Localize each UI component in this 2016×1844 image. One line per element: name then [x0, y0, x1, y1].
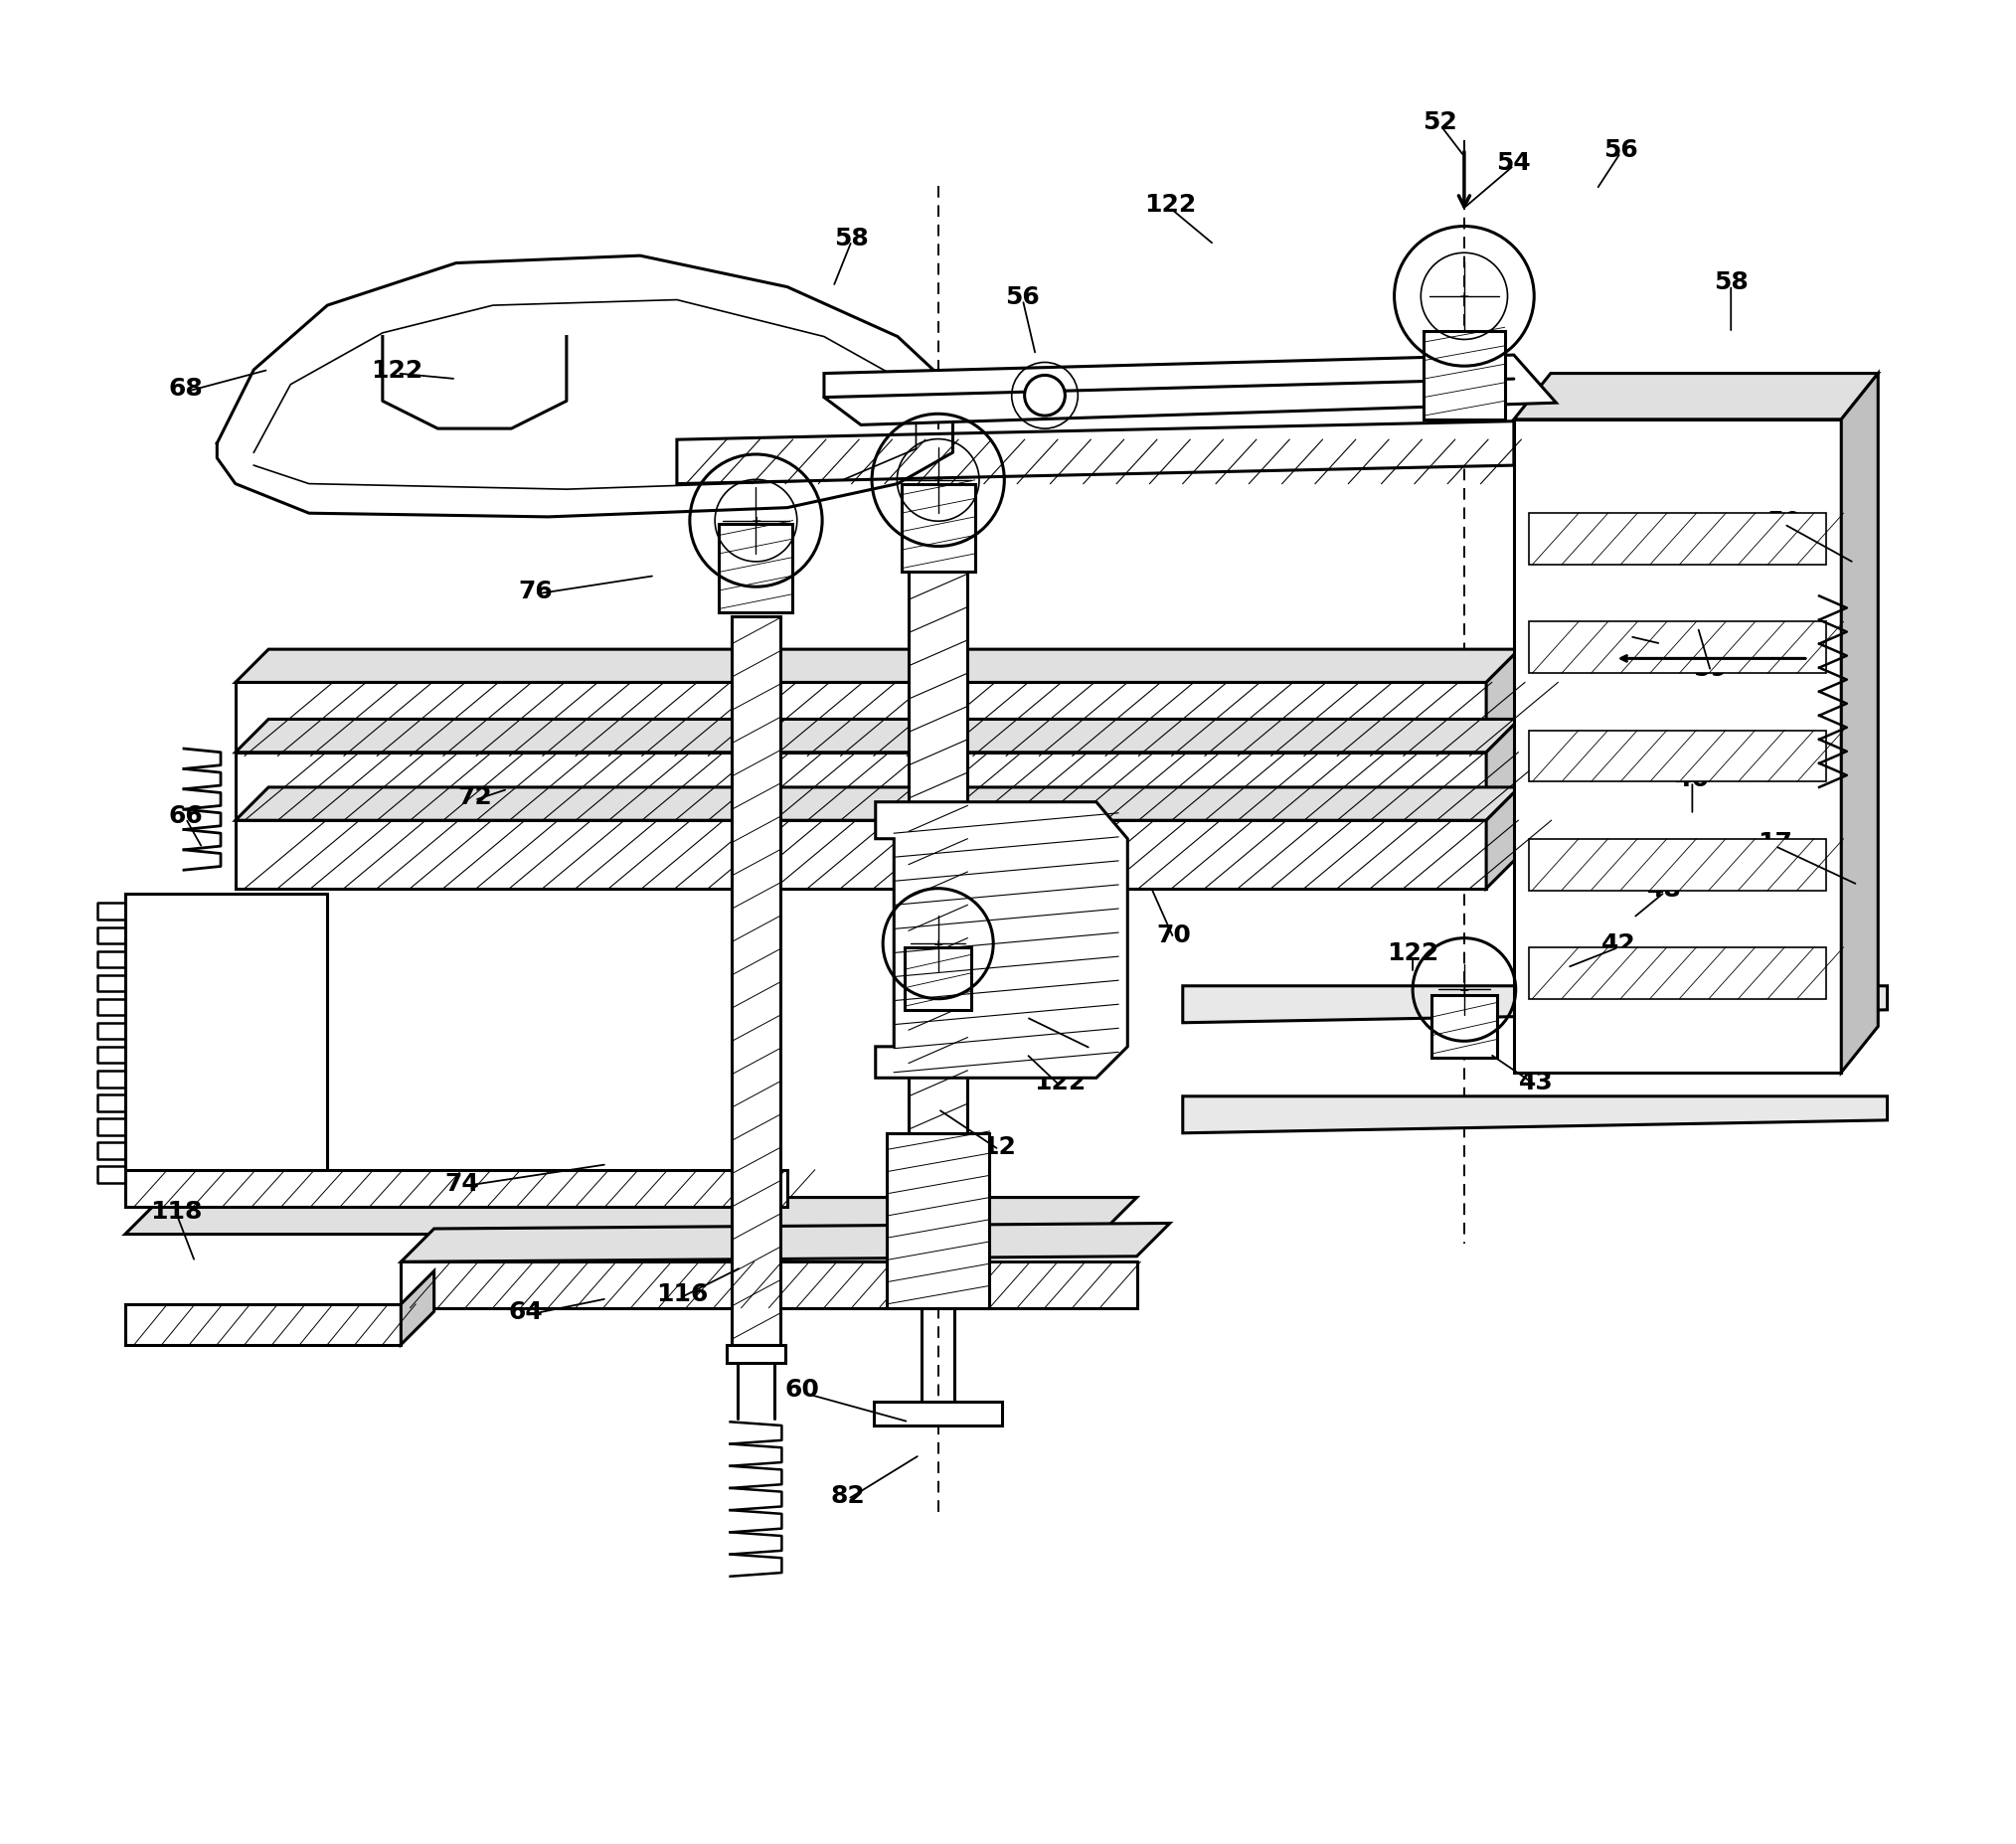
Polygon shape [236, 682, 1486, 756]
Polygon shape [1183, 987, 1887, 1023]
Bar [887, 1134, 990, 1307]
Text: 74: 74 [444, 1171, 480, 1195]
Bar [905, 948, 972, 1011]
Text: 60: 60 [784, 1377, 818, 1401]
Text: 82: 82 [831, 1484, 865, 1508]
Text: 58: 58 [1714, 271, 1748, 295]
Bar [401, 1261, 1137, 1307]
Bar [1528, 621, 1826, 673]
Text: 56: 56 [1603, 138, 1637, 162]
Circle shape [1024, 376, 1064, 417]
Text: 56: 56 [1006, 286, 1040, 308]
Text: 76: 76 [518, 579, 552, 603]
Text: +: + [933, 474, 943, 487]
Text: 50: 50 [1766, 509, 1802, 533]
Polygon shape [1183, 1097, 1887, 1134]
Polygon shape [401, 1271, 433, 1344]
Polygon shape [1841, 374, 1879, 1073]
Polygon shape [236, 649, 1520, 682]
Text: 116: 116 [657, 1282, 708, 1306]
Bar [1423, 332, 1504, 420]
Polygon shape [125, 894, 327, 1199]
Polygon shape [732, 616, 780, 1344]
Polygon shape [125, 1199, 1137, 1234]
Polygon shape [236, 787, 1520, 821]
Polygon shape [1486, 787, 1520, 889]
Bar [873, 1401, 1002, 1425]
Text: +: + [933, 937, 943, 950]
Text: 66: 66 [169, 804, 204, 828]
Polygon shape [236, 821, 1486, 889]
Text: 54: 54 [1496, 151, 1530, 175]
Polygon shape [825, 356, 1556, 426]
Text: 122: 122 [1387, 940, 1439, 964]
Polygon shape [1514, 374, 1879, 420]
Text: 68: 68 [169, 376, 204, 400]
Polygon shape [125, 1171, 788, 1208]
Bar [726, 1344, 786, 1363]
Text: 48: 48 [1647, 878, 1681, 902]
Text: 44: 44 [1643, 629, 1677, 653]
Polygon shape [677, 422, 1514, 485]
Polygon shape [1514, 420, 1841, 1073]
Bar [125, 1304, 401, 1344]
Polygon shape [401, 1224, 1169, 1261]
Text: 12: 12 [982, 1134, 1016, 1158]
Text: 58: 58 [835, 227, 869, 251]
Bar [901, 485, 976, 573]
Polygon shape [909, 518, 968, 1234]
Text: 70: 70 [1157, 924, 1191, 946]
Text: 122: 122 [1143, 194, 1195, 218]
Text: 62: 62 [1073, 1033, 1109, 1057]
Text: 122: 122 [1034, 1070, 1085, 1093]
Bar [1528, 948, 1826, 999]
Text: 72: 72 [458, 786, 492, 810]
Polygon shape [1486, 649, 1520, 756]
Bar [720, 526, 792, 614]
Polygon shape [875, 802, 1127, 1079]
Bar [1431, 996, 1498, 1058]
Bar [1528, 839, 1826, 891]
Text: 118: 118 [151, 1199, 202, 1223]
Text: 52: 52 [1423, 111, 1458, 135]
Text: +: + [750, 514, 762, 527]
Bar [1528, 514, 1826, 566]
Bar [1528, 730, 1826, 782]
Text: 46: 46 [1675, 767, 1710, 791]
Text: 43: 43 [1518, 1070, 1552, 1093]
Text: +: + [1460, 291, 1470, 304]
Polygon shape [236, 719, 1520, 752]
Text: 64: 64 [508, 1300, 544, 1324]
Text: +: + [1460, 983, 1470, 996]
Polygon shape [236, 752, 1486, 821]
Text: 122: 122 [371, 358, 423, 382]
Text: 42: 42 [1601, 931, 1637, 955]
Text: 17: 17 [1758, 832, 1792, 856]
Polygon shape [1486, 719, 1520, 821]
Text: 59: 59 [1693, 656, 1728, 680]
